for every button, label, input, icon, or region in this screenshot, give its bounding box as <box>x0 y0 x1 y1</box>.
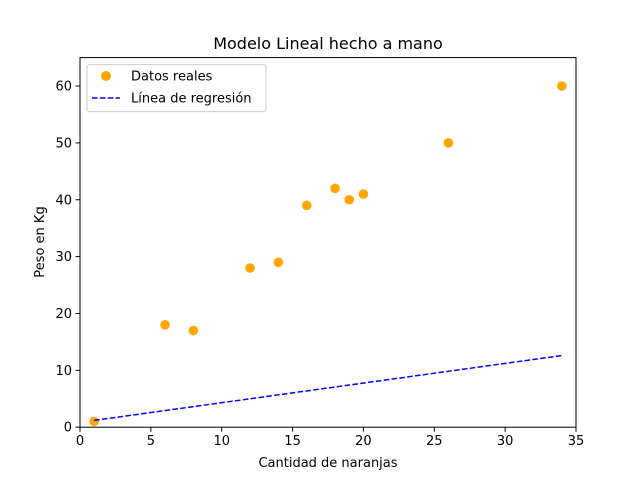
x-tick-label: 35 <box>568 434 585 449</box>
x-axis-label: Cantidad de naranjas <box>258 456 397 471</box>
data-point <box>301 200 312 211</box>
y-tick-label: 20 <box>55 307 72 322</box>
data-point <box>557 81 567 91</box>
data-point <box>160 320 170 330</box>
x-tick-label: 30 <box>497 434 514 449</box>
x-tick-label: 0 <box>76 434 84 449</box>
plot-frame <box>79 57 577 428</box>
x-tick-label: 5 <box>147 434 155 449</box>
y-axis-label: Peso en Kg <box>33 206 48 277</box>
plot-series <box>89 81 567 427</box>
x-tick-label: 15 <box>284 434 301 449</box>
data-point <box>273 257 284 268</box>
x-axis-ticks: 0 5 10 15 20 25 30 35 <box>76 427 584 449</box>
y-tick-label: 30 <box>55 250 72 265</box>
y-tick-label: 50 <box>55 136 72 151</box>
legend-marker-datos-reales <box>101 71 111 81</box>
data-point <box>188 325 199 336</box>
x-tick-label: 25 <box>426 434 443 449</box>
legend-box <box>86 64 267 113</box>
chart-title: Modelo Lineal hecho a mano <box>213 34 443 53</box>
y-tick-label: 60 <box>55 80 72 95</box>
x-tick-label: 10 <box>213 434 230 449</box>
data-point <box>330 183 340 194</box>
y-tick-label: 0 <box>64 421 72 436</box>
data-point <box>344 194 355 205</box>
legend-label-datos-reales: Datos reales <box>131 70 213 85</box>
data-point <box>89 416 99 427</box>
x-tick-label: 20 <box>355 434 372 449</box>
legend: Datos reales Línea de regresión <box>86 64 267 113</box>
y-axis-ticks: 0 10 20 30 40 50 60 <box>55 80 80 436</box>
legend-label-linea-regresion: Línea de regresión <box>131 92 252 107</box>
data-point <box>245 263 255 273</box>
y-tick-label: 10 <box>55 364 72 379</box>
data-point <box>443 138 454 148</box>
y-tick-label: 40 <box>55 193 72 208</box>
data-point <box>358 189 369 199</box>
